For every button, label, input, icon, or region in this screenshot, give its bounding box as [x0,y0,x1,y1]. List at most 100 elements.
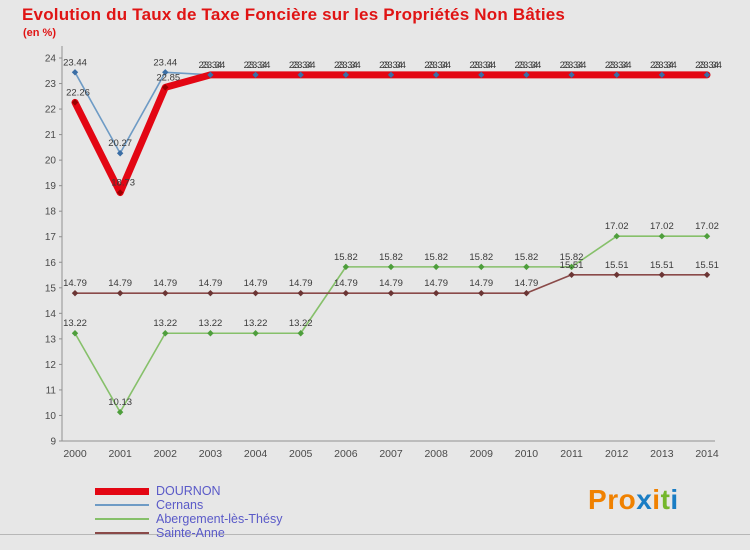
value-label: 22.26 [66,87,90,98]
x-tick-label: 2002 [154,448,178,460]
y-tick-label: 16 [45,258,57,269]
y-tick-label: 12 [45,360,57,371]
x-tick-label: 2006 [334,448,358,460]
value-label: 10.13 [108,397,132,408]
value-label: 23.34 [379,60,403,71]
data-point-marker [71,289,79,297]
data-point-marker [432,71,440,79]
value-label: 15.51 [695,260,719,271]
data-point-marker [703,271,711,278]
y-tick-label: 11 [46,385,57,396]
data-point-marker [252,289,259,297]
data-point-marker [297,71,304,79]
data-point-marker [162,289,169,297]
value-label: 13.22 [153,318,177,329]
value-label: 23.34 [244,60,268,71]
y-tick-label: 19 [45,181,57,192]
value-label: 23.34 [563,60,587,71]
data-point-marker [478,263,485,271]
value-label: 15.82 [379,252,403,263]
logo-letter: r [607,484,619,515]
value-label: 15.51 [560,260,584,271]
value-label: 14.79 [153,278,177,289]
data-point-marker [523,289,530,297]
footer-divider [0,534,750,535]
value-label: 14.79 [469,278,493,289]
y-tick-label: 23 [45,79,57,90]
value-label: 23.34 [292,60,316,71]
y-tick-label: 20 [45,156,57,167]
data-point-marker [432,289,440,297]
data-point-marker [703,233,711,240]
x-tick-label: 2009 [470,448,494,460]
proxiti-logo: Proxiti [588,484,679,516]
logo-letter: P [588,484,608,515]
legend-label-sainte-anne: Sainte-Anne [156,525,225,540]
y-tick-label: 15 [45,283,57,294]
data-point-marker [523,71,530,79]
data-point-marker [568,71,575,79]
data-point-marker [613,233,620,240]
data-point-marker [252,71,259,79]
value-label: 23.34 [650,60,674,71]
data-point-marker [71,330,79,337]
value-label: 23.34 [653,60,677,71]
value-label: 23.34 [698,60,722,71]
data-point-marker [658,71,666,79]
data-point-marker [252,330,259,337]
data-point-marker [207,289,214,297]
data-point-marker [162,330,169,337]
value-label: 13.22 [289,318,313,329]
legend-swatch-sainte-anne [95,532,149,534]
value-label: 23.34 [518,60,542,71]
value-label: 15.82 [424,252,448,263]
y-tick-label: 10 [45,411,57,422]
data-point-marker [342,71,350,79]
chart-svg: 9 10 11 12 13 14 15 16 17 18 19 20 21 22 23 24 2000 2001 2… [45,46,722,460]
value-label: 14.79 [244,278,268,289]
value-label: 13.22 [63,318,87,329]
legend-swatch-cernans [95,504,149,506]
data-point-marker [658,233,666,240]
x-tick-label: 2014 [695,448,719,460]
value-label: 23.34 [695,60,719,71]
y-tick-label: 14 [45,309,57,320]
x-tick-label: 2013 [650,448,674,460]
value-label: 14.79 [108,278,132,289]
legend-item-dournon: DOURNON [95,484,282,497]
logo-letter: t [660,484,671,515]
value-label: 23.44 [63,57,87,68]
y-tick-label: 21 [45,130,57,141]
data-point-marker [162,69,169,76]
legend-swatch-dournon [95,487,149,495]
value-label: 23.44 [153,57,177,68]
data-point-marker [658,271,666,278]
value-label: 22.85 [156,72,180,83]
data-point-marker [116,408,124,416]
value-label: 23.34 [469,60,493,71]
legend-item-abergement: Abergement-lès-Thésy [95,512,282,525]
value-label: 14.79 [424,278,448,289]
series-line-0 [71,71,711,197]
value-label: 18.73 [111,178,135,189]
value-label: 13.22 [199,318,223,329]
data-point-marker [523,263,530,271]
value-label: 23.34 [424,60,448,71]
data-point-marker [613,71,620,79]
logo-letter: i [652,484,661,515]
data-point-marker [342,263,350,271]
x-tick-label: 2003 [199,448,223,460]
y-tick-label: 18 [45,207,57,218]
x-tick-label: 2001 [108,448,132,460]
data-point-marker [432,263,440,271]
chart-legend: DOURNON Cernans Abergement-lès-Thésy Sai… [95,484,282,541]
value-label: 23.34 [560,60,584,71]
data-point-marker [568,263,575,271]
value-label: 23.34 [608,60,632,71]
x-tick-label: 2000 [63,448,87,460]
value-label: 15.82 [334,252,358,263]
value-label: 23.34 [605,60,629,71]
value-label: 13.22 [244,318,268,329]
value-label: 15.82 [469,252,493,263]
legend-item-sainte-anne: Sainte-Anne [95,525,282,540]
